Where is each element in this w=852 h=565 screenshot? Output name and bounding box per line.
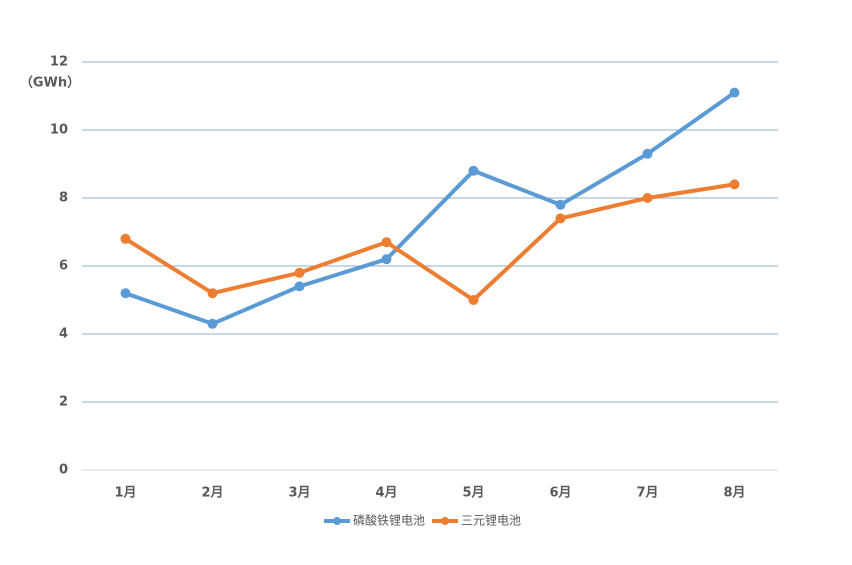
data-point [381, 237, 392, 248]
x-tick-label: 8月 [723, 486, 745, 501]
data-point [120, 288, 131, 299]
data-point [555, 199, 566, 210]
data-point [642, 148, 653, 159]
data-point [381, 254, 392, 265]
data-point [642, 193, 653, 203]
data-point [294, 267, 305, 278]
data-point [468, 165, 479, 176]
x-tick-label: 5月 [462, 486, 484, 501]
y-tick-label: 4 [59, 327, 68, 342]
y-axis-label: （GWh） [20, 75, 80, 91]
y-tick-label: 6 [59, 259, 68, 274]
data-point [294, 281, 305, 292]
y-tick-label: 10 [50, 123, 68, 138]
data-point [120, 233, 131, 244]
legend-label: 三元锂电池 [461, 513, 521, 528]
x-tick-label: 2月 [201, 486, 223, 501]
series-line [123, 90, 737, 326]
legend-label: 磷酸铁锂电池 [353, 513, 425, 528]
x-tick-label: 1月 [114, 486, 136, 501]
y-tick-label: 8 [59, 191, 68, 206]
x-tick-label: 4月 [375, 486, 397, 501]
data-point [729, 179, 740, 190]
data-point [555, 213, 566, 224]
y-tick-label: 2 [59, 395, 68, 410]
x-tick-label: 3月 [288, 486, 310, 501]
legend-marker [333, 517, 341, 525]
y-tick-label: 12 [50, 55, 68, 70]
data-point [468, 295, 479, 305]
x-tick-label: 6月 [549, 486, 571, 501]
data-point [729, 87, 740, 98]
series-line [123, 182, 737, 302]
y-tick-label: 0 [59, 463, 68, 478]
data-point [207, 318, 218, 329]
data-point [207, 288, 218, 299]
x-tick-label: 7月 [636, 486, 658, 501]
legend-marker [441, 517, 449, 525]
